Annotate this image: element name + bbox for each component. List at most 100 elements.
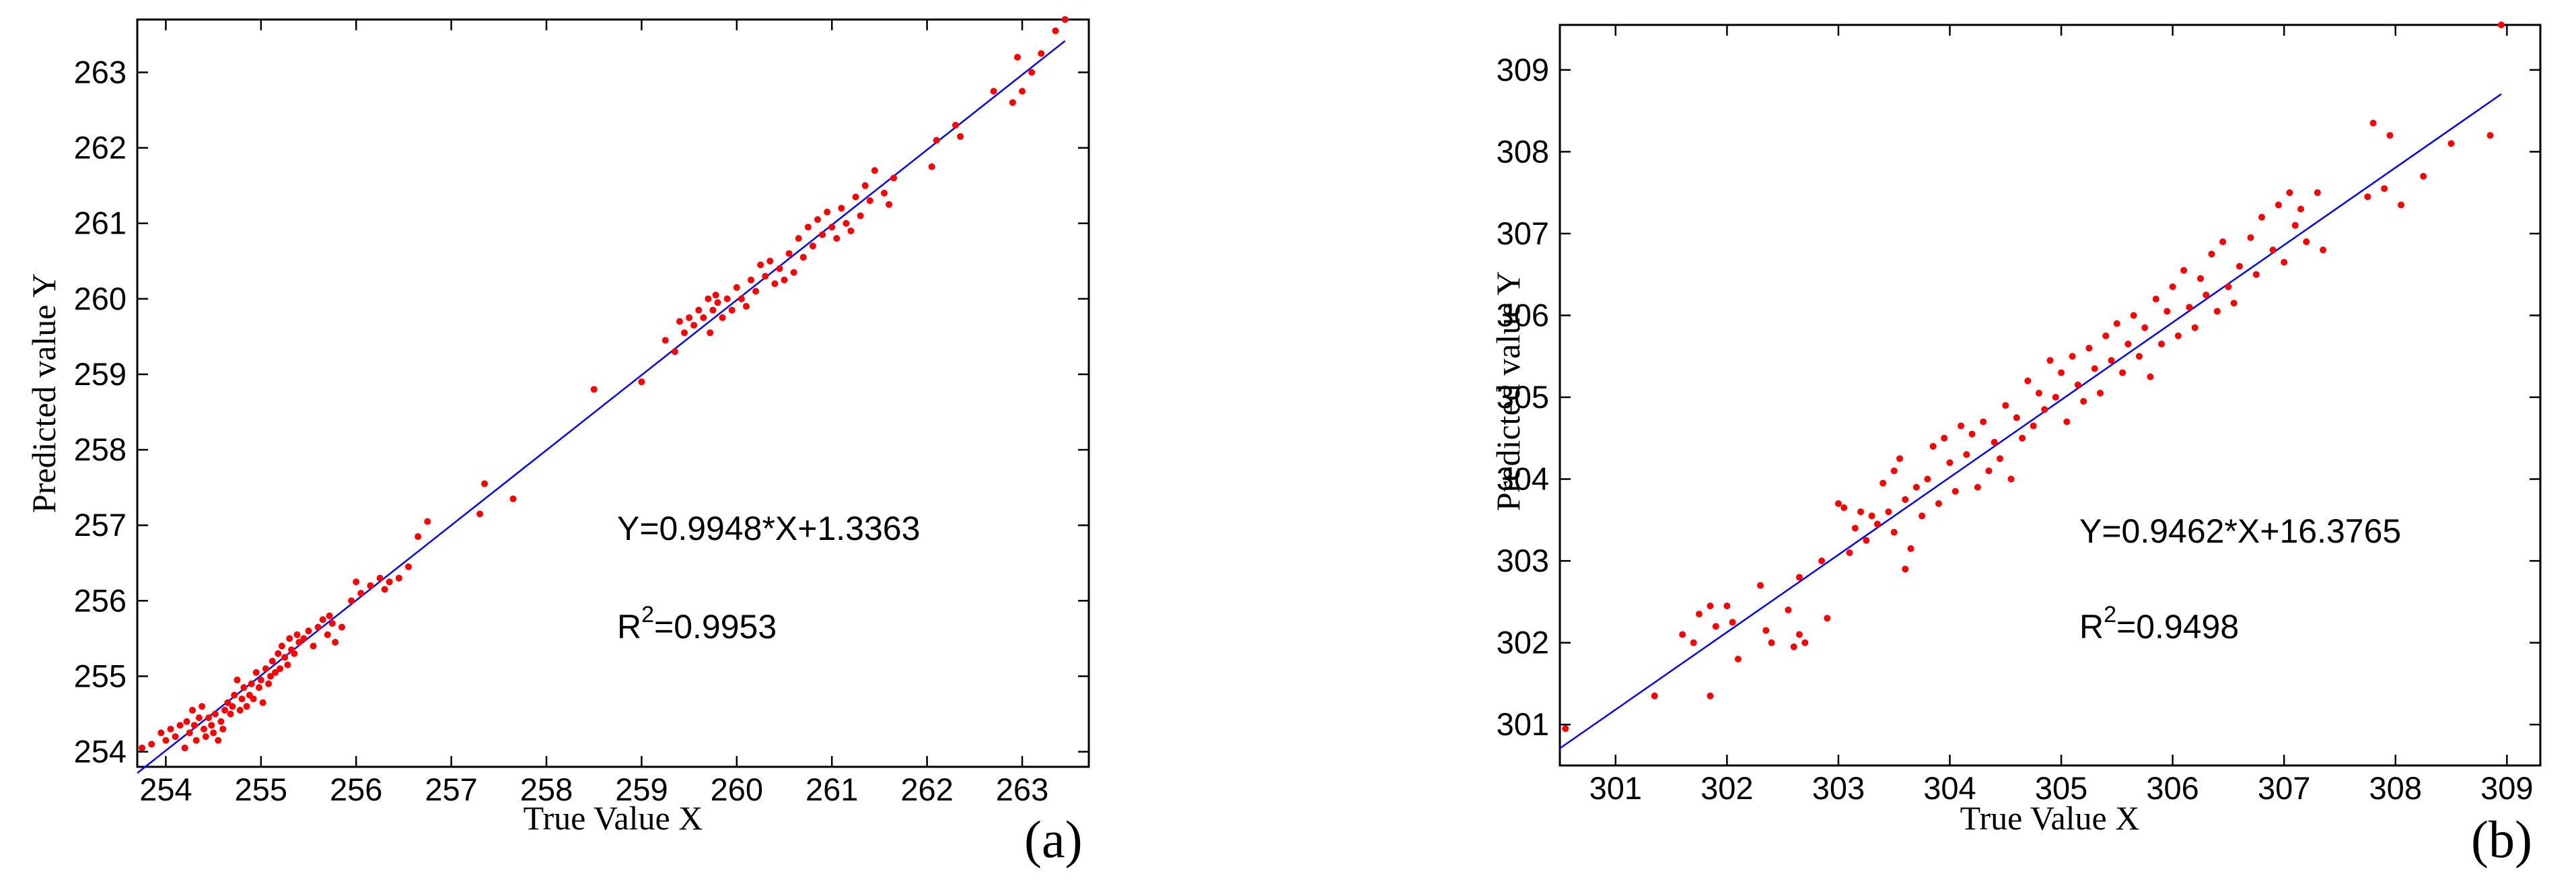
data-point [2197, 275, 2205, 282]
data-point [1707, 602, 1714, 609]
data-point [255, 684, 262, 691]
data-point [838, 205, 845, 212]
data-point [690, 322, 698, 329]
x-tick-label: 257 [425, 772, 477, 807]
data-point [833, 235, 840, 242]
panel-label-b: (b) [2471, 810, 2532, 868]
data-point [1846, 549, 1853, 556]
chart-panel-a: 254 255 256 257 258 259 260 261 262 263 254 255 256 2… [25, 16, 1090, 868]
y-tick-label: 306 [1497, 297, 1549, 333]
data-point [1795, 631, 1803, 638]
data-point [1052, 27, 1059, 34]
data-point [2069, 353, 2076, 360]
regression-line-b [1559, 93, 2502, 749]
x-tick-label: 256 [330, 772, 382, 807]
data-point [250, 695, 257, 703]
data-point [2297, 205, 2305, 213]
data-point [2019, 434, 2026, 442]
data-point [208, 722, 215, 729]
y-axis-label-b: Predicted value Y [1489, 271, 1527, 511]
data-point [2002, 402, 2009, 409]
data-point [221, 706, 229, 714]
data-point [828, 224, 836, 231]
data-point [2303, 238, 2310, 246]
x-tick-label: 304 [1923, 770, 1976, 806]
data-point [1935, 500, 1942, 508]
data-point [2275, 201, 2282, 209]
data-point [871, 167, 878, 174]
data-point [348, 597, 355, 605]
chart-panel-b: 301 302 303 304 305 306 307 308 309 301 302 303 304 3… [1489, 22, 2542, 868]
data-point [162, 737, 170, 744]
data-point [2152, 296, 2159, 303]
data-points-b [1562, 22, 2505, 732]
data-point [928, 163, 935, 170]
data-point [695, 306, 703, 314]
data-point [2035, 389, 2042, 397]
data-point [2169, 283, 2176, 290]
data-point [748, 276, 755, 283]
data-point [328, 619, 336, 627]
data-point [2058, 369, 2065, 376]
y-tick-label: 307 [1497, 215, 1549, 251]
data-point [295, 639, 303, 646]
data-point [2158, 341, 2166, 348]
data-point [199, 703, 206, 710]
data-point [324, 631, 331, 638]
data-point [1958, 422, 1965, 430]
y-tick-label: 255 [74, 658, 127, 693]
data-point [172, 733, 179, 741]
data-point [790, 269, 797, 276]
data-point [890, 174, 898, 182]
data-point [2113, 320, 2120, 327]
data-point [1974, 483, 1981, 491]
x-axis-label-b: True Value X [1960, 799, 2140, 837]
data-point [210, 729, 217, 737]
data-point [291, 650, 298, 657]
data-point [1734, 655, 1742, 662]
x-tick-label: 302 [1701, 770, 1753, 806]
data-point [2141, 324, 2149, 331]
data-point [338, 623, 346, 631]
data-point [933, 137, 940, 144]
x-axis-label-a: True Value X [524, 799, 703, 837]
data-point [886, 201, 893, 208]
data-point [2203, 292, 2210, 299]
data-point [776, 265, 783, 272]
data-point [1880, 479, 1887, 487]
data-point [229, 703, 236, 710]
data-point [2247, 234, 2254, 242]
data-point [1851, 524, 1859, 532]
axis-ticks-a: 254 255 256 257 258 259 260 261 262 263 254 255 256 2… [74, 20, 1089, 807]
data-point [269, 658, 276, 665]
data-point [707, 329, 714, 337]
data-point [712, 292, 719, 299]
data-point [819, 231, 826, 238]
data-point [243, 703, 250, 710]
data-point [1857, 508, 1865, 516]
data-point [661, 337, 669, 344]
y-tick-label: 309 [1497, 52, 1549, 88]
data-point [1834, 500, 1842, 508]
data-point [240, 684, 248, 691]
data-point [1019, 88, 1026, 95]
data-point [1896, 455, 1903, 463]
data-point [2269, 246, 2277, 254]
data-point [2102, 332, 2110, 339]
panel-label-a: (a) [1024, 810, 1083, 868]
data-point [2085, 345, 2093, 352]
y-tick-label: 261 [74, 205, 127, 241]
data-point [148, 741, 155, 748]
data-point [395, 574, 402, 582]
data-point [300, 635, 308, 642]
data-point [2063, 418, 2071, 425]
data-point [381, 586, 388, 593]
y-tick-label: 305 [1497, 379, 1549, 415]
data-point [2208, 250, 2215, 258]
y-tick-label: 262 [74, 130, 127, 166]
data-point [1707, 692, 1714, 699]
x-tick-label: 259 [615, 772, 668, 807]
data-point [723, 295, 731, 302]
y-tick-label: 256 [74, 582, 127, 618]
data-point [1651, 692, 1658, 699]
